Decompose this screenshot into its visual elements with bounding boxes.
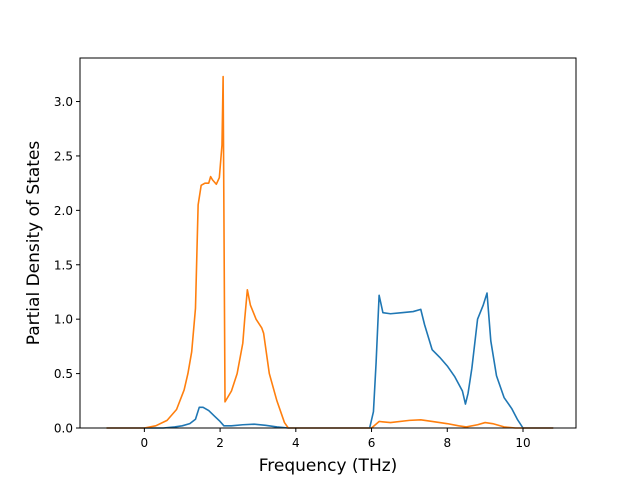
y-tick-label: 1.5 [54,258,73,272]
y-axis-label: Partial Density of States [24,141,44,346]
y-tick-label: 0.0 [54,422,73,436]
x-tick-label: 10 [515,436,530,450]
y-tick-label: 0.5 [54,367,73,381]
plot-frame [79,57,577,429]
x-tick-label: 4 [292,436,300,450]
x-tick-label: 6 [368,436,376,450]
x-axis-label: Frequency (THz) [259,456,398,476]
x-tick-label: 2 [216,436,224,450]
series-line-1 [106,292,554,429]
x-tick-label: 0 [141,436,149,450]
y-tick-label: 3.0 [54,95,73,109]
y-tick-label: 1.0 [54,313,73,327]
y-tick-label: 2.5 [54,149,73,163]
y-tick-label: 2.0 [54,204,73,218]
x-tick-label: 8 [443,436,451,450]
series-line-2 [106,75,554,429]
series-layer [106,75,554,429]
plot-background [80,58,576,428]
ticks-layer: 0 2 4 6 8 10 0.0 0.5 1.0 1.5 2.0 2.5 3.0 [54,95,531,450]
